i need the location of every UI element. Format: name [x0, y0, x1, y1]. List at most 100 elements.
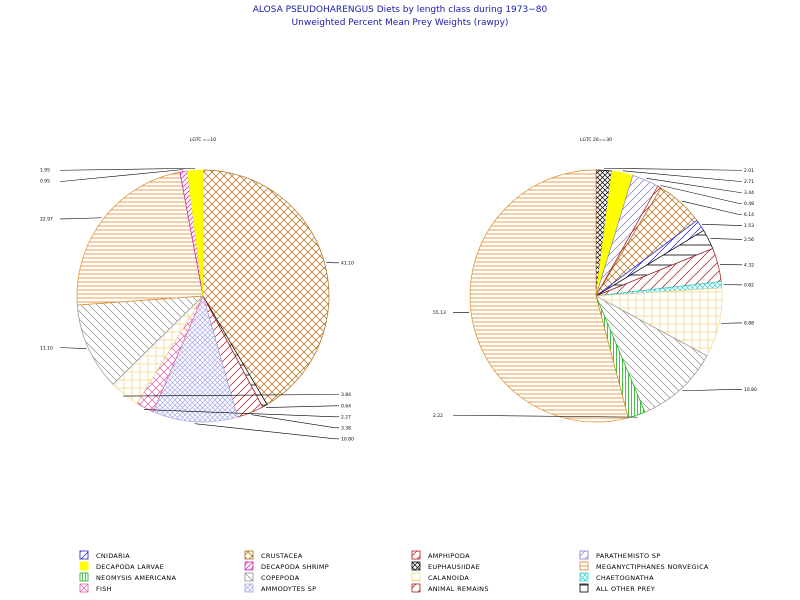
pie-1-value-crustacea: 41.10	[341, 260, 354, 266]
legend-swatch-fish	[79, 583, 89, 593]
pie-2-leader-crustacea	[681, 200, 742, 215]
pie-2-value-other: 2.56	[744, 237, 754, 243]
pie-2-leader-decapoda_larvae	[622, 170, 742, 182]
legend-label-animal_remains: ANIMAL REMAINS	[428, 585, 489, 593]
legend-label-decapoda_shrimp: DECAPODA SHRIMP	[261, 563, 329, 571]
legend-label-meganyctiphanes: MEGANYCTIPHANES NORVEGICA	[596, 563, 709, 571]
pie-chart-2: LGTC 20==30 55.13 2.22 2.01 2.71 3.44 0.48 6.1…	[433, 137, 757, 423]
legend-item-euphausiidae: EUPHAUSIIDAE	[411, 561, 480, 571]
legend-label-neomysis: NEOMYSIS AMERICANA	[96, 574, 176, 582]
legend-item-parathemisto: PARATHEMISTO SP	[579, 550, 660, 560]
legend-swatch-ammodytes	[244, 583, 254, 593]
legend-label-decapoda_larvae: DECAPODA LARVAE	[96, 563, 164, 571]
legend-item-animal_remains: ANIMAL REMAINS	[411, 583, 489, 593]
legend-swatch-calanoida	[411, 572, 421, 582]
pie-2-value-euphausiidae: 2.01	[744, 168, 754, 174]
legend-swatch-crustacea	[244, 550, 254, 560]
legend-label-amphipoda: AMPHIPODA	[428, 552, 470, 560]
legend-item-decapoda_shrimp: DECAPODA SHRIMP	[244, 561, 329, 571]
legend-swatch-meganyctiphanes	[579, 561, 589, 571]
pie-2-value-animal_remains: 4.32	[744, 262, 754, 268]
pie-1-label: LGTC ==10	[190, 137, 216, 143]
legend-label-euphausiidae: EUPHAUSIIDAE	[428, 563, 480, 571]
legend-label-cnidaria: CNIDARIA	[96, 552, 130, 560]
pie-chart-1: LGTC ==10 1.95 0.95 22.97 11.10 41.10 3.84 0.6…	[40, 137, 354, 442]
pie-2-value-decapoda_larvae: 2.71	[744, 179, 754, 185]
pie-2-leader-other	[710, 238, 742, 240]
pie-1-value-copepoda: 11.10	[40, 345, 53, 351]
pie-2-leader-cnidaria	[702, 223, 742, 226]
pie-1-leader-decapoda_shrimp	[60, 169, 184, 182]
pie-1-slice-meganyctiphanes	[76, 171, 204, 306]
legend-swatch-chaetognatha	[579, 572, 589, 582]
legend-label-fish: FISH	[96, 585, 112, 593]
pie-1-value-calanoida: 3.84	[341, 392, 351, 398]
pie-2-value-parathemisto: 3.44	[744, 190, 754, 196]
legend-item-other: ALL OTHER PREY	[579, 583, 655, 593]
pie-2-value-chaetognatha: 0.82	[744, 282, 754, 288]
legend-label-ammodytes: AMMODYTES SP	[261, 585, 316, 593]
pie-1-value-ammodytes: 10.80	[341, 436, 354, 442]
pie-1-leader-meganyctiphanes	[60, 217, 102, 220]
legend-item-cnidaria: CNIDARIA	[79, 550, 130, 560]
pie-1-value-amphipoda: 3.38	[341, 425, 351, 431]
legend-item-fish: FISH	[79, 583, 112, 593]
pie-2-value-amphipoda: 0.48	[744, 201, 754, 207]
pie-1-slice-ammodytes	[152, 294, 239, 423]
legend-item-meganyctiphanes: MEGANYCTIPHANES NORVEGICA	[579, 561, 709, 571]
legend-label-crustacea: CRUSTACEA	[261, 552, 303, 560]
pie-1-value-decapoda_shrimp: 0.95	[40, 179, 50, 185]
legend-swatch-amphipoda	[411, 550, 421, 560]
pie-1-value-decapoda_larvae: 1.95	[40, 168, 50, 174]
pie-1-value-fish: 2.27	[341, 414, 351, 420]
pie-2-label: LGTC 20==30	[580, 137, 612, 143]
pie-2-value-calanoida: 8.88	[744, 320, 754, 326]
pie-1-leader-ammodytes	[194, 423, 339, 440]
pie-1-leader-decapoda_larvae	[60, 167, 196, 171]
legend-swatch-cnidaria	[79, 550, 89, 560]
legend-item-crustacea: CRUSTACEA	[244, 550, 303, 560]
pie-2-leader-parathemisto	[646, 178, 742, 193]
legend-label-other: ALL OTHER PREY	[596, 585, 655, 593]
pie-2-value-neomysis: 2.22	[433, 413, 443, 419]
legend-label-chaetognatha: CHAETOGNATHA	[596, 574, 654, 582]
legend-swatch-decapoda_shrimp	[244, 561, 254, 571]
legend-swatch-copepoda	[244, 572, 254, 582]
pie-1-leader-calanoida	[123, 394, 339, 397]
pie-1-leader-other	[265, 405, 339, 408]
legend-label-calanoida: CALANOIDA	[428, 574, 469, 582]
legend-item-ammodytes: AMMODYTES SP	[244, 583, 316, 593]
legend-item-amphipoda: AMPHIPODA	[411, 550, 470, 560]
pie-1-leader-fish	[143, 409, 339, 418]
pie-1-value-other: 0.64	[341, 403, 351, 409]
pie-1-slice-copepoda	[76, 295, 204, 385]
legend-swatch-other	[579, 583, 589, 593]
pie-2-leader-neomysis	[453, 414, 638, 418]
legend-swatch-decapoda_larvae	[79, 561, 89, 571]
legend-swatch-parathemisto	[579, 550, 589, 560]
pie-2-leader-amphipoda	[660, 185, 742, 204]
pie-2-leader-copepoda	[682, 388, 742, 392]
pie-2-value-cnidaria: 1.53	[744, 223, 754, 229]
chart-subtitle: Unweighted Percent Mean Prey Weights (ra…	[292, 18, 509, 28]
pie-2-value-meganyctiphanes: 55.13	[433, 310, 446, 316]
pie-1-leader-amphipoda	[251, 414, 339, 429]
pie-2-leader-euphausiidae	[604, 167, 742, 171]
legend-swatch-euphausiidae	[411, 561, 421, 571]
legend-label-copepoda: COPEPODA	[261, 574, 300, 582]
legend-item-copepoda: COPEPODA	[244, 572, 300, 582]
legend-item-chaetognatha: CHAETOGNATHA	[579, 572, 654, 582]
legend-swatch-animal_remains	[411, 583, 421, 593]
legend-item-neomysis: NEOMYSIS AMERICANA	[79, 572, 176, 582]
pie-1-leader-copepoda	[60, 347, 87, 349]
pie-1-slice-crustacea	[202, 169, 330, 405]
legend: CNIDARIA CRUSTACEA AMPHIPODA PARATHEMISTO S…	[79, 550, 709, 593]
pie-1-leader-crustacea	[326, 261, 339, 264]
pie-2-slice-copepoda	[595, 295, 708, 413]
pie-1-slice-decapoda_larvae	[187, 169, 204, 297]
legend-swatch-neomysis	[79, 572, 89, 582]
legend-item-decapoda_larvae: DECAPODA LARVAE	[79, 561, 164, 571]
pie-2-value-copepoda: 10.80	[744, 387, 757, 393]
pie-1-value-meganyctiphanes: 22.97	[40, 216, 53, 222]
